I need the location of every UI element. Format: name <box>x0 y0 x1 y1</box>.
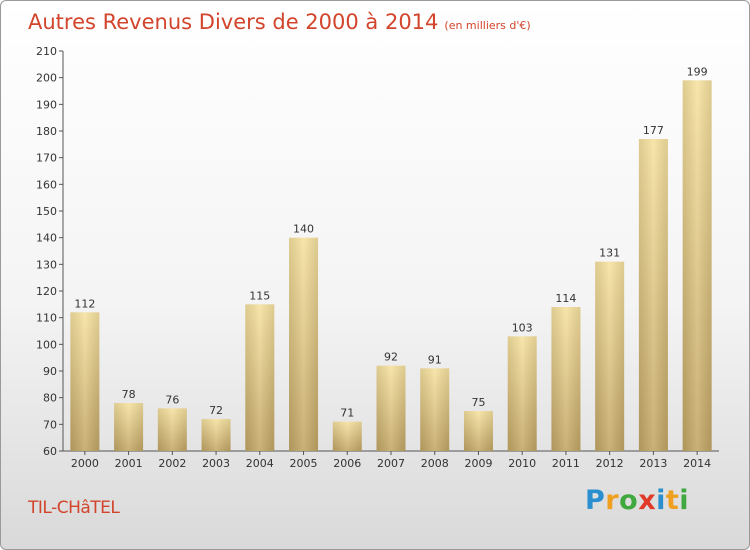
y-tick-label: 130 <box>36 258 57 271</box>
x-tick-label: 2008 <box>421 457 449 470</box>
data-label: 71 <box>340 407 354 420</box>
data-label: 76 <box>165 393 179 406</box>
data-label: 177 <box>643 124 664 137</box>
x-tick-label: 2013 <box>639 457 667 470</box>
bar-shade <box>201 419 231 451</box>
x-tick-label: 2005 <box>290 457 318 470</box>
city-name: TIL-CHâTEL <box>28 498 120 518</box>
data-label: 72 <box>209 404 223 417</box>
data-label: 112 <box>74 297 95 310</box>
y-tick-label: 150 <box>36 205 57 218</box>
chart-unit: (en milliers d'€) <box>444 19 531 32</box>
bar-shade <box>595 261 625 451</box>
data-label: 199 <box>687 65 708 78</box>
logo-letter: t <box>665 485 680 516</box>
data-label: 75 <box>471 396 485 409</box>
x-tick-label: 2011 <box>552 457 580 470</box>
x-tick-label: 2001 <box>115 457 143 470</box>
y-tick-label: 120 <box>36 285 57 298</box>
data-label: 114 <box>555 292 576 305</box>
y-tick-label: 100 <box>36 338 57 351</box>
data-label: 92 <box>384 351 398 364</box>
x-tick-label: 2010 <box>508 457 536 470</box>
bars <box>70 80 712 451</box>
bar-shade <box>70 312 100 451</box>
data-label: 91 <box>428 353 442 366</box>
logo-letter: i <box>679 485 690 516</box>
logo-letter: P <box>585 485 606 516</box>
x-tick-label: 2012 <box>596 457 624 470</box>
y-tick-label: 110 <box>36 312 57 325</box>
data-label: 115 <box>249 289 270 302</box>
y-tick-label: 90 <box>43 365 57 378</box>
y-tick-label: 80 <box>43 392 57 405</box>
data-label: 103 <box>512 321 533 334</box>
x-tick-label: 2007 <box>377 457 405 470</box>
y-tick-label: 170 <box>36 152 57 165</box>
data-label: 78 <box>122 388 136 401</box>
bar-shade <box>463 411 493 451</box>
y-tick-label: 70 <box>43 418 57 431</box>
chart-title-text: Autres Revenus Divers de 2000 à 2014 <box>28 10 439 34</box>
chart-title: Autres Revenus Divers de 2000 à 2014 (en … <box>28 10 531 34</box>
y-tick-label: 200 <box>36 72 57 85</box>
bar-shade <box>245 304 275 451</box>
x-tick-label: 2014 <box>683 457 711 470</box>
x-tick-label: 2000 <box>71 457 99 470</box>
bar-shade <box>289 237 319 451</box>
logo-letter: i <box>656 485 666 516</box>
bar-shade <box>114 403 144 451</box>
axes: 60 70 80 90 100 110 120 130 140 150 160 170 180 190 20… <box>36 45 719 470</box>
bar-shade <box>551 307 581 451</box>
proxiti-logo[interactable]: Proxiti <box>585 485 689 516</box>
logo-letter: x <box>638 485 657 516</box>
x-tick-label: 2003 <box>202 457 230 470</box>
y-tick-label: 60 <box>43 445 57 458</box>
logo-letter: r <box>605 485 620 516</box>
bar-shade <box>507 336 537 451</box>
x-tick-label: 2009 <box>464 457 492 470</box>
data-labels: 112 78 76 72 115 140 71 92 91 75 103 114 131 177 199 <box>74 65 707 419</box>
data-label: 140 <box>293 223 314 236</box>
data-label: 131 <box>599 247 620 260</box>
y-tick-label: 190 <box>36 98 57 111</box>
bar-shade <box>682 80 712 451</box>
logo-letter: o <box>619 485 639 516</box>
x-tick-label: 2004 <box>246 457 274 470</box>
x-tick-label: 2006 <box>333 457 361 470</box>
y-tick-label: 210 <box>36 45 57 58</box>
bar-shade <box>420 368 450 451</box>
bar-shade <box>376 365 406 451</box>
bar-shade <box>638 139 668 451</box>
y-tick-label: 180 <box>36 125 57 138</box>
bar-shade <box>157 408 187 451</box>
bar-shade <box>332 421 362 451</box>
x-tick-label: 2002 <box>158 457 186 470</box>
y-tick-label: 160 <box>36 178 57 191</box>
y-tick-label: 140 <box>36 232 57 245</box>
